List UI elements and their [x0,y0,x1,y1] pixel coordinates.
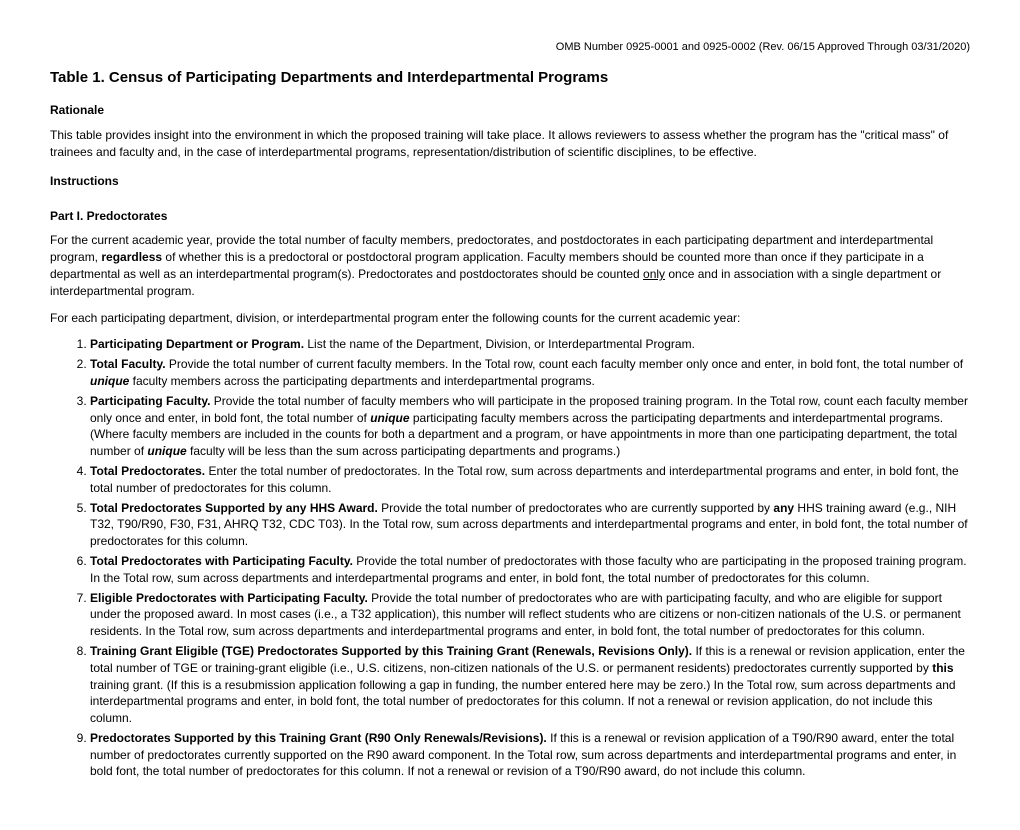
definition: training grant. (If this is a resubmissi… [90,678,956,726]
underline-only: only [643,267,665,281]
definition: Provide the total number of predoctorate… [378,501,774,515]
definition: faculty members across the participating… [129,374,595,388]
italic-unique: unique [370,411,409,425]
rationale-text: This table provides insight into the env… [50,127,970,161]
part1-paragraph-1: For the current academic year, provide t… [50,232,970,299]
rationale-heading: Rationale [50,102,970,119]
list-item: Total Faculty. Provide the total number … [90,356,970,390]
list-item: Training Grant Eligible (TGE) Predoctora… [90,643,970,727]
list-item: Predoctorates Supported by this Training… [90,730,970,780]
list-item: Total Predoctorates with Participating F… [90,553,970,587]
definition: faculty will be less than the sum across… [187,444,621,458]
list-item: Total Predoctorates Supported by any HHS… [90,500,970,550]
list-item: Participating Faculty. Provide the total… [90,393,970,460]
term: Predoctorates Supported by this Training… [90,731,547,745]
definition: Enter the total number of predoctorates.… [90,464,959,495]
list-item: Eligible Predoctorates with Participatin… [90,590,970,640]
definition: List the name of the Department, Divisio… [304,337,695,351]
term: Participating Department or Program. [90,337,304,351]
bold-regardless: regardless [101,250,162,264]
term: Eligible Predoctorates with Participatin… [90,591,368,605]
instructions-heading: Instructions [50,173,970,190]
omb-number: OMB Number 0925-0001 and 0925-0002 (Rev.… [50,40,970,55]
part1-paragraph-2: For each participating department, divis… [50,310,970,327]
definitions-list: Participating Department or Program. Lis… [50,336,970,780]
term: Total Faculty. [90,357,166,371]
term: Training Grant Eligible (TGE) Predoctora… [90,644,692,658]
list-item: Total Predoctorates. Enter the total num… [90,463,970,497]
term: Total Predoctorates with Participating F… [90,554,353,568]
page-title: Table 1. Census of Participating Departm… [50,67,970,88]
term: Total Predoctorates Supported by any HHS… [90,501,378,515]
bold-this: this [932,661,953,675]
italic-unique: unique [147,444,186,458]
list-item: Participating Department or Program. Lis… [90,336,970,353]
part1-heading: Part I. Predoctorates [50,208,970,225]
term: Participating Faculty. [90,394,210,408]
term: Total Predoctorates. [90,464,205,478]
definition: Provide the total number of current facu… [166,357,964,371]
bold-any: any [773,501,794,515]
italic-unique: unique [90,374,129,388]
